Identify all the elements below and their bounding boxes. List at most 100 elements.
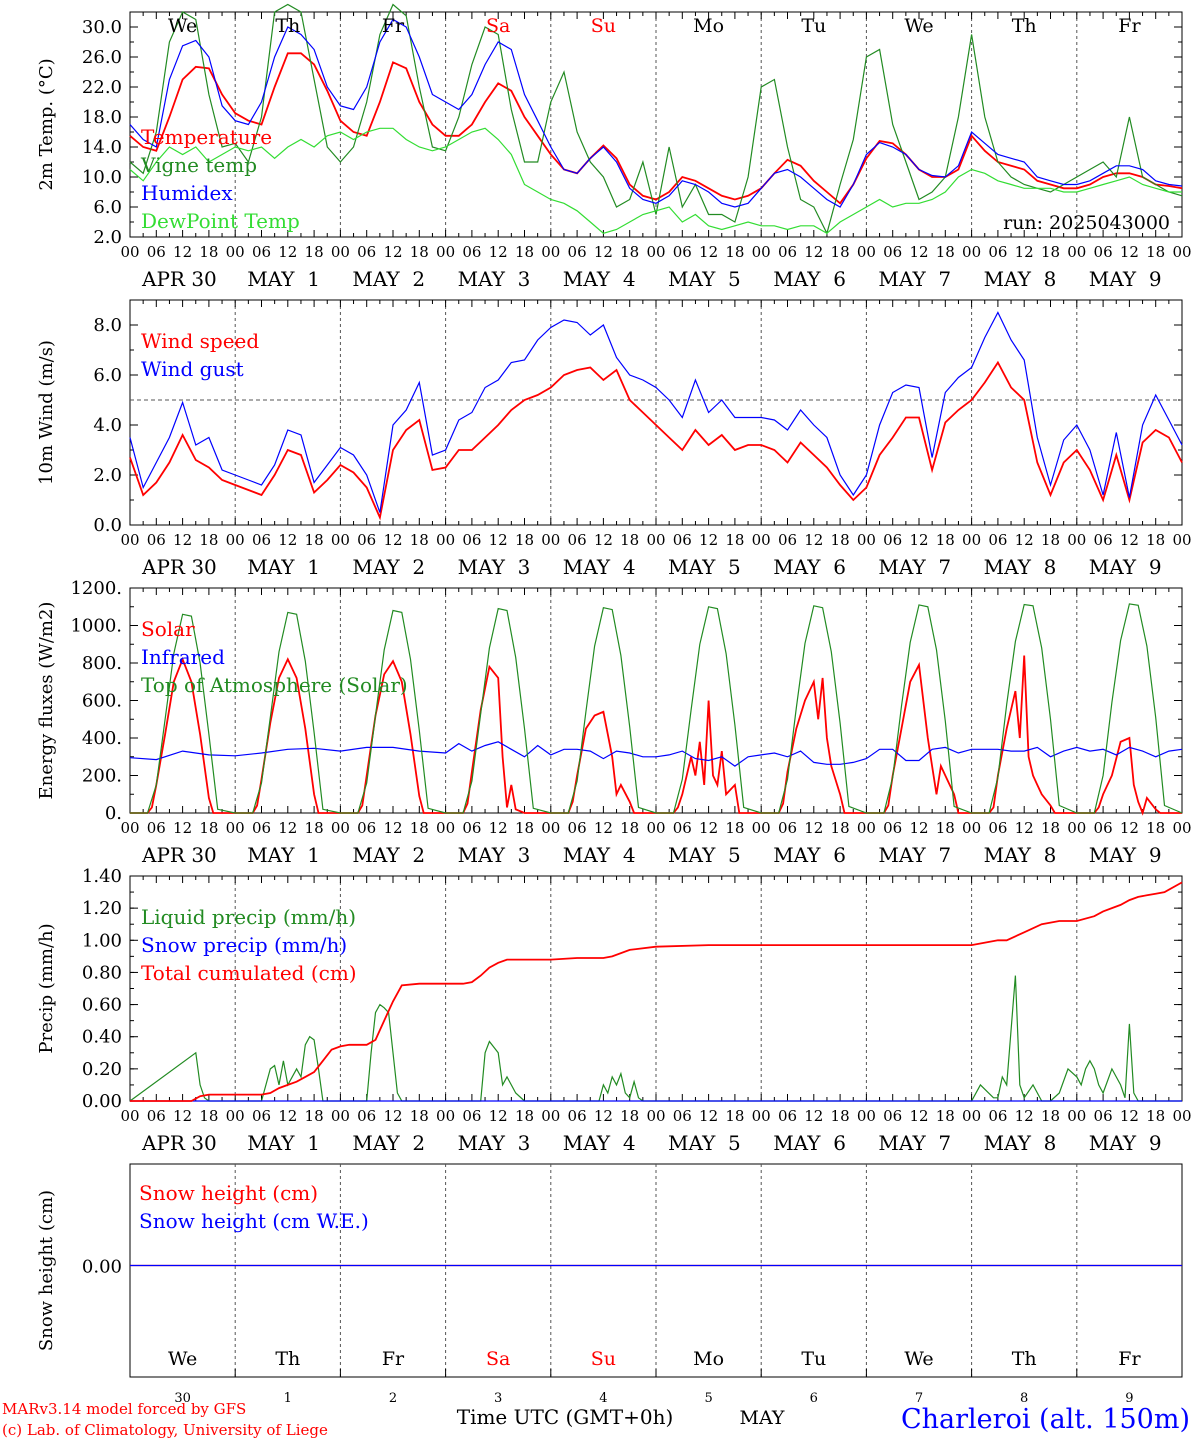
hour-tick-label: 00 <box>962 1107 981 1125</box>
hour-tick-label: 06 <box>673 819 692 837</box>
hour-tick-label: 12 <box>489 531 508 549</box>
hour-tick-label: 18 <box>199 531 218 549</box>
hour-tick-label: 00 <box>331 819 350 837</box>
hour-tick-label: 00 <box>226 1107 245 1125</box>
hour-tick-label: 06 <box>1094 531 1113 549</box>
weekday-label: Sa <box>486 1348 510 1370</box>
date-label: MAY 7 <box>878 267 951 291</box>
legend-entry: Wind speed <box>141 329 259 353</box>
hour-tick-label: 00 <box>1172 1107 1191 1125</box>
legend-entry: Vigne temp <box>140 153 257 177</box>
hour-tick-label: 06 <box>462 243 481 261</box>
hour-tick-label: 00 <box>331 531 350 549</box>
date-label: APR 30 <box>141 267 217 291</box>
hour-tick-label: 00 <box>1172 531 1191 549</box>
hour-tick-label: 00 <box>1067 819 1086 837</box>
hour-tick-label: 12 <box>594 243 613 261</box>
hour-tick-label: 18 <box>199 243 218 261</box>
hour-tick-label: 06 <box>568 531 587 549</box>
hour-tick-label: 00 <box>541 1107 560 1125</box>
hour-tick-label: 00 <box>962 819 981 837</box>
date-label: MAY 8 <box>984 1131 1057 1155</box>
hour-tick-label: 00 <box>541 531 560 549</box>
hour-tick-label: 18 <box>1146 819 1165 837</box>
hour-tick-label: 18 <box>831 819 850 837</box>
y-tick-label: 400. <box>82 728 122 749</box>
legend-entry: Snow precip (mm/h) <box>141 933 347 957</box>
hour-tick-label: 06 <box>357 819 376 837</box>
weekday-label: Tu <box>801 15 826 37</box>
series-line-wind-gust <box>129 311 1183 513</box>
date-label: MAY 1 <box>247 555 320 579</box>
hour-tick-label: 06 <box>1094 243 1113 261</box>
hour-tick-label: 18 <box>305 531 324 549</box>
series-line-total-cumulated-cm- <box>130 881 1183 1102</box>
y-tick-label: 1200. <box>70 578 122 599</box>
hour-tick-label: 18 <box>410 1107 429 1125</box>
series-line-vigne-temp <box>129 3 1183 235</box>
y-tick-label: 200. <box>82 766 122 787</box>
hour-tick-label: 12 <box>909 531 928 549</box>
time-axis-label: Time UTC (GMT+0h) <box>457 1405 674 1429</box>
y-tick-label: 0.0 <box>93 515 122 536</box>
hour-tick-label: 12 <box>1120 819 1139 837</box>
hour-tick-label: 06 <box>778 243 797 261</box>
weekday-label: Th <box>275 15 300 37</box>
day-number-label: 30 <box>174 1391 191 1406</box>
weekday-label: We <box>904 15 933 37</box>
legend-entry: Solar <box>141 617 195 641</box>
hour-tick-label: 06 <box>252 1107 271 1125</box>
weekday-label: Mo <box>693 15 724 37</box>
hour-tick-label: 18 <box>620 243 639 261</box>
y-tick-label: 0.40 <box>82 1027 122 1048</box>
y-tick-label: 1.40 <box>82 866 122 887</box>
date-label: MAY 3 <box>458 267 531 291</box>
location-title: Charleroi (alt. 150m) <box>901 1404 1190 1435</box>
legend-entry: Snow height (cm) <box>139 1181 318 1205</box>
date-label: MAY 9 <box>1089 267 1162 291</box>
hour-tick-label: 06 <box>673 1107 692 1125</box>
date-label: MAY 6 <box>773 843 846 867</box>
date-label: MAY 9 <box>1089 843 1162 867</box>
hour-tick-label: 18 <box>515 243 534 261</box>
hour-tick-label: 12 <box>699 819 718 837</box>
hour-tick-label: 00 <box>436 819 455 837</box>
hour-tick-label: 06 <box>988 819 1007 837</box>
hour-tick-label: 18 <box>620 1107 639 1125</box>
y-tick-label: 6.0 <box>93 365 122 386</box>
hour-tick-label: 12 <box>1015 531 1034 549</box>
date-label: MAY 8 <box>984 843 1057 867</box>
y-tick-label: 1000. <box>70 616 122 637</box>
weekday-label: We <box>904 1348 933 1370</box>
hour-tick-label: 00 <box>857 531 876 549</box>
hour-tick-label: 00 <box>226 243 245 261</box>
series-line-dewpoint-temp <box>129 127 1182 235</box>
y-tick-label: 0.20 <box>82 1059 122 1080</box>
weekday-label: We <box>168 15 197 37</box>
series-line-top-of-atmosphere-solar- <box>130 603 1183 814</box>
day-number-label: 4 <box>599 1391 607 1406</box>
hour-tick-label: 18 <box>305 1107 324 1125</box>
date-label: MAY 5 <box>668 843 741 867</box>
hour-tick-label: 00 <box>226 531 245 549</box>
date-label: MAY 4 <box>563 267 636 291</box>
hour-tick-label: 00 <box>857 1107 876 1125</box>
hour-tick-label: 00 <box>962 243 981 261</box>
y-tick-label: 14.0 <box>82 137 122 158</box>
hour-tick-label: 18 <box>199 819 218 837</box>
hour-tick-label: 06 <box>568 243 587 261</box>
y-tick-label: 10.0 <box>82 167 122 188</box>
y-tick-label: 600. <box>82 691 122 712</box>
hour-tick-label: 12 <box>594 819 613 837</box>
date-label: MAY 2 <box>352 267 425 291</box>
hour-tick-label: 00 <box>752 243 771 261</box>
hour-tick-label: 12 <box>594 531 613 549</box>
hour-tick-label: 18 <box>1041 243 1060 261</box>
weekday-label: Sa <box>486 15 510 37</box>
hour-tick-label: 06 <box>883 243 902 261</box>
hour-tick-label: 00 <box>226 819 245 837</box>
hour-tick-label: 12 <box>1120 531 1139 549</box>
legend-entry: Humidex <box>141 181 233 205</box>
hour-tick-label: 06 <box>568 1107 587 1125</box>
hour-tick-label: 00 <box>646 531 665 549</box>
